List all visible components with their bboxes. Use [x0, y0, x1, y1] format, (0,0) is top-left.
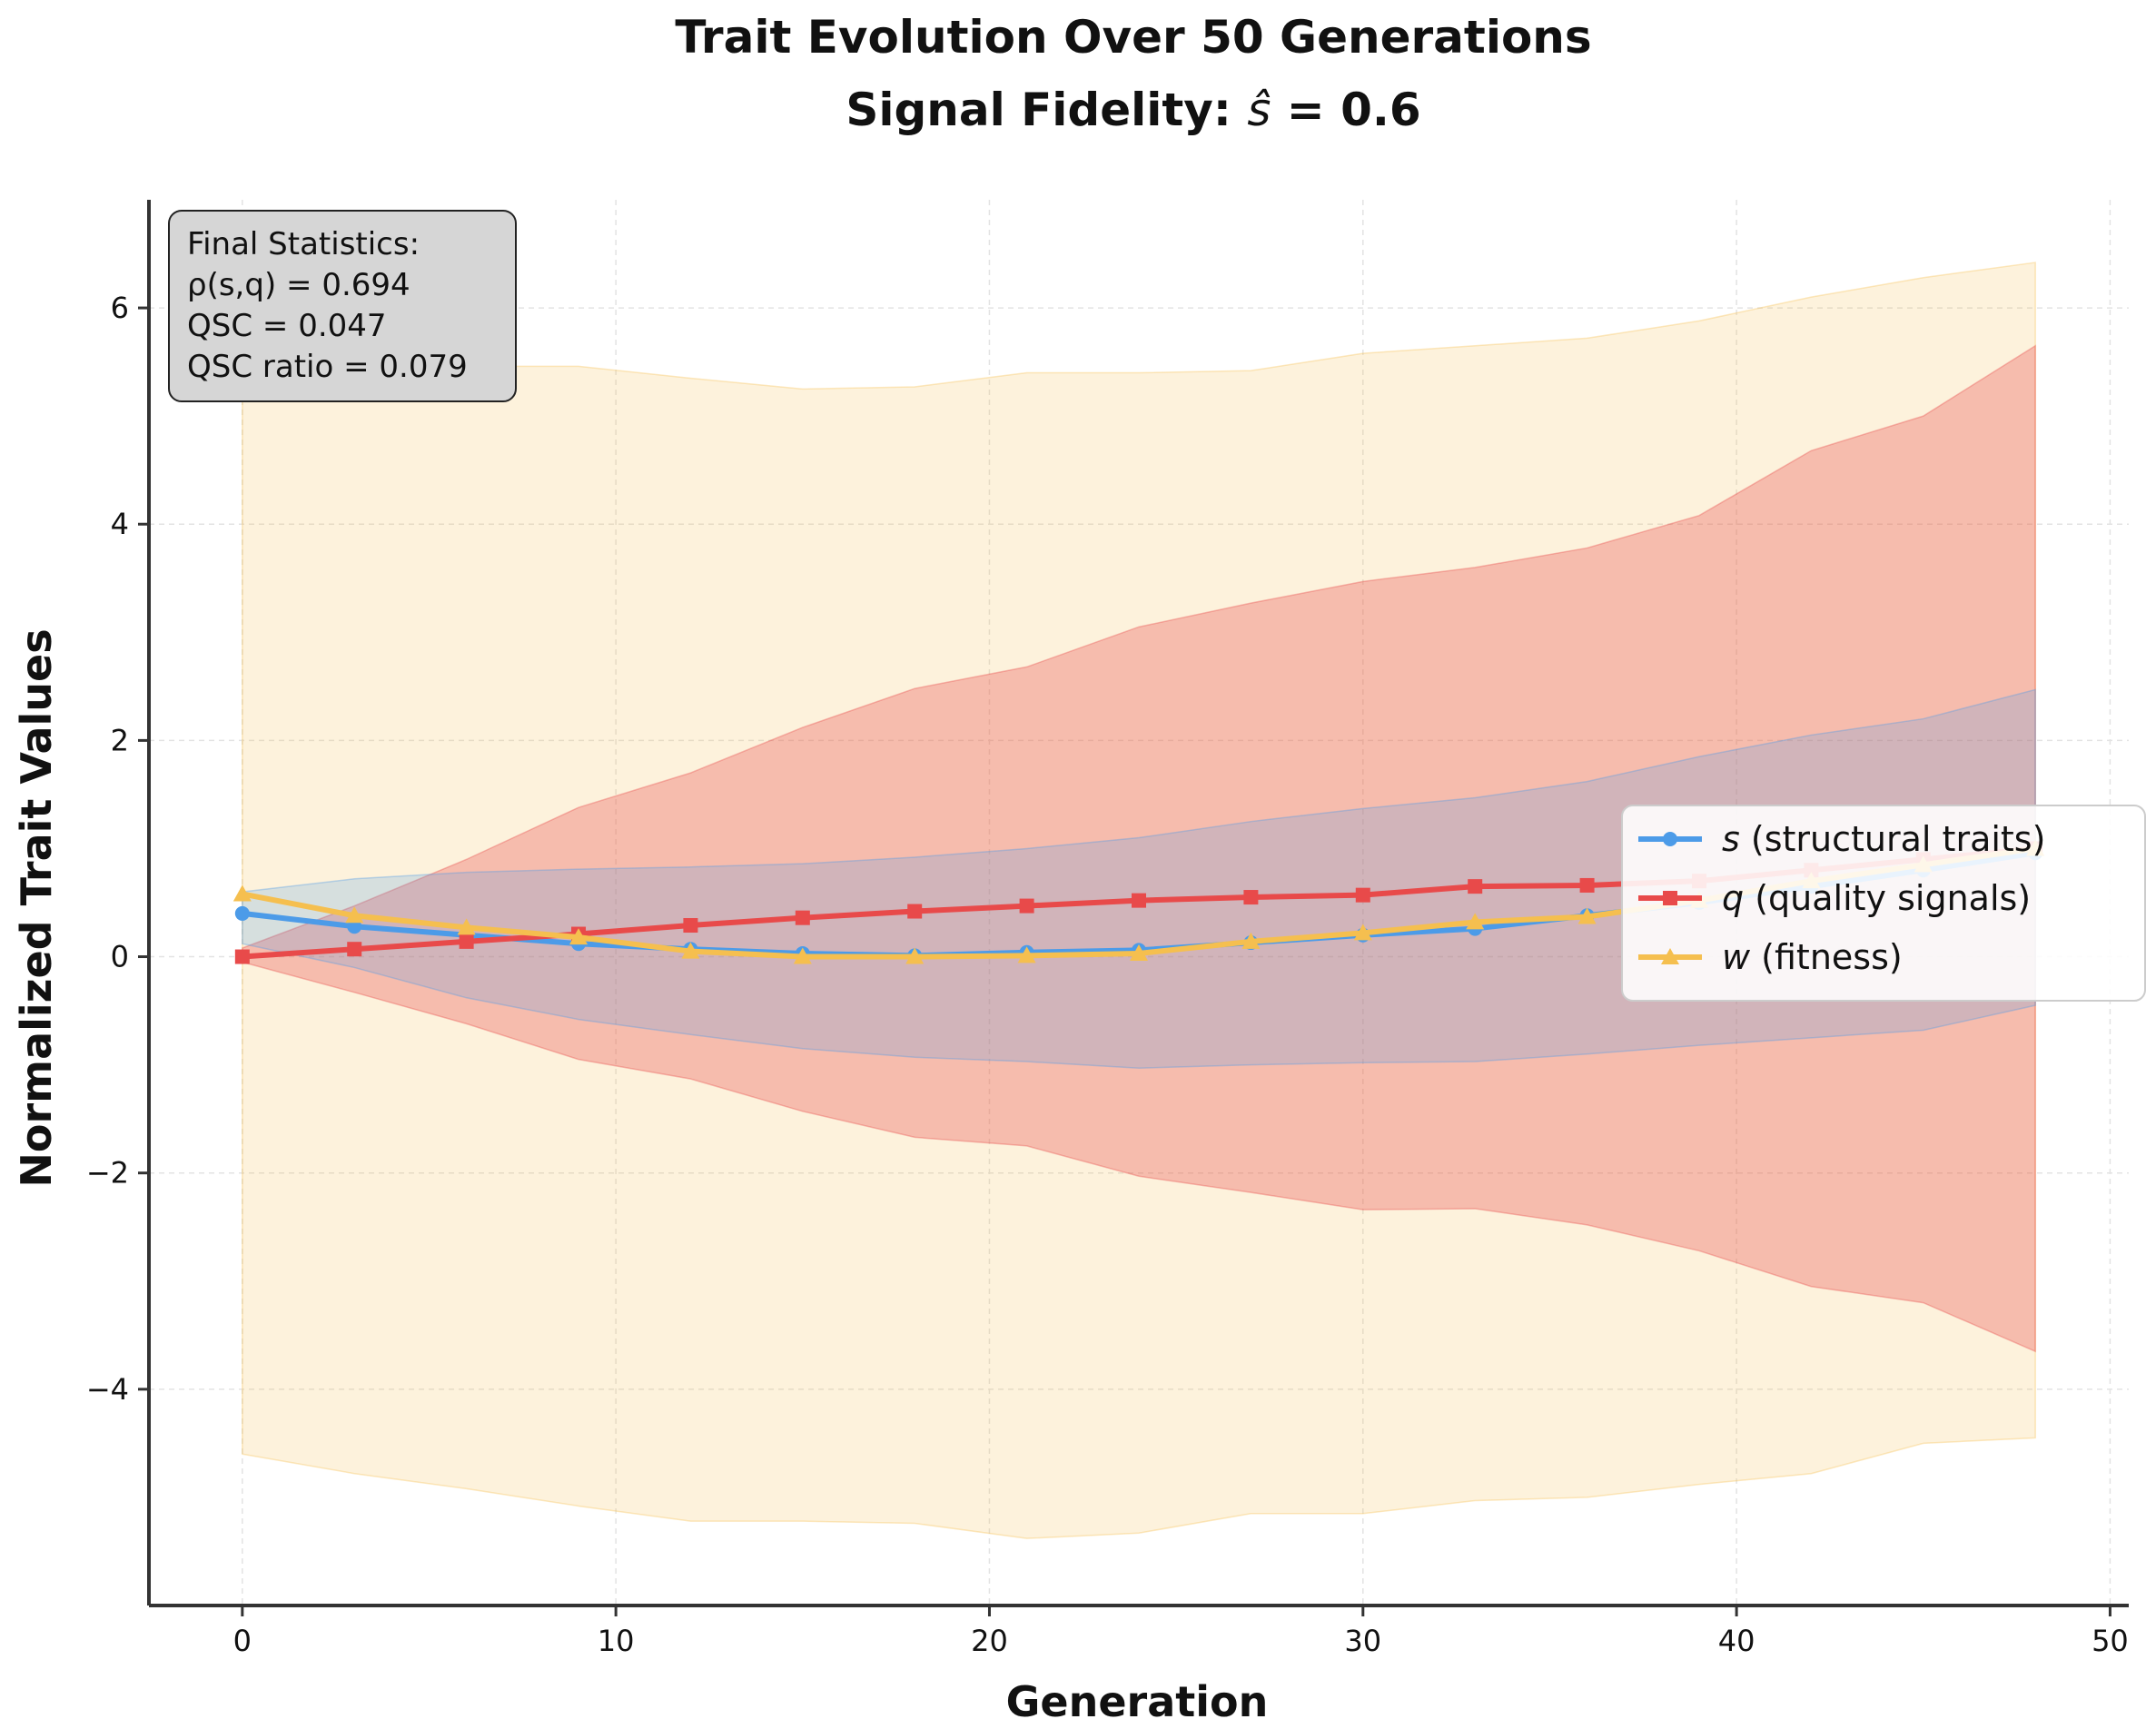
x-tick-label: 50: [2092, 1624, 2129, 1658]
data-point-w: [1017, 946, 1036, 963]
legend-name: (structural traits): [1740, 819, 2046, 859]
legend-background: [1621, 805, 2146, 1002]
title-suffix: = 0.6: [1271, 84, 1420, 136]
x-tick-label: 0: [233, 1624, 252, 1658]
band-s: [242, 688, 2036, 1069]
stats-line-3: QSC = 0.047: [187, 308, 387, 344]
data-point-q: [1132, 893, 1146, 908]
x-tick-label: 40: [1718, 1624, 1755, 1658]
legend-symbol: w: [1722, 937, 1751, 977]
legend-item-q: q (quality signals): [1638, 878, 2031, 918]
data-point-q: [1579, 877, 1595, 893]
x-tick-label: 30: [1344, 1624, 1381, 1658]
legend-label-s: s (structural traits): [1722, 819, 2045, 859]
legend: s (structural traits) q (quality signals)…: [1621, 805, 2146, 1002]
data-point-q: [347, 942, 362, 957]
legend-item-w: w (fitness): [1638, 937, 1903, 977]
data-point-q: [795, 910, 810, 925]
band-q: [242, 344, 2036, 1353]
data-point-w: [345, 906, 364, 924]
data-point-q: [907, 904, 923, 919]
x-tick-label: 10: [598, 1624, 635, 1658]
y-tick-label: 6: [111, 291, 129, 325]
legend-marker-s: [1663, 832, 1677, 846]
legend-marker-w: [1661, 948, 1679, 964]
data-point-w: [1241, 932, 1261, 949]
title-symbol: ŝ: [1247, 84, 1271, 136]
final-statistics-box: Final Statistics: ρ(s,q) = 0.694 QSC = 0…: [168, 210, 517, 402]
data-point-q: [683, 918, 698, 934]
data-point-q: [1243, 890, 1259, 905]
x-tick-label: 20: [971, 1624, 1008, 1658]
data-point-w: [232, 884, 252, 902]
data-point-s: [234, 905, 250, 921]
legend-item-s: s (structural traits): [1638, 819, 2045, 859]
legend-name: (quality signals): [1744, 878, 2031, 918]
x-axis-label: Generation: [1006, 1677, 1269, 1726]
stats-line-1: Final Statistics:: [187, 226, 420, 262]
y-tick-label: 2: [111, 723, 129, 757]
stats-box-background: [168, 210, 517, 402]
y-tick-label: −4: [86, 1372, 129, 1407]
data-point-w: [1466, 913, 1485, 930]
data-point-q: [1468, 879, 1483, 894]
data-point-w: [1577, 907, 1597, 924]
data-point-w: [569, 928, 588, 945]
chart-title-line2: Signal Fidelity: ŝ = 0.6: [846, 84, 1420, 136]
data-point-w: [681, 942, 700, 959]
data-point-w: [905, 947, 925, 964]
axes: 0 10 20 30 40 50 −4 −2 0 2 4 6: [86, 200, 2129, 1658]
stats-line-4: QSC ratio = 0.079: [187, 349, 468, 385]
legend-label-q: q (quality signals): [1722, 878, 2031, 918]
chart-title-line1: Trait Evolution Over 50 Generations: [675, 11, 1591, 64]
title-prefix: Signal Fidelity:: [846, 84, 1247, 136]
data-point-w: [1130, 944, 1148, 961]
legend-name: (fitness): [1750, 937, 1903, 977]
stats-line-2: ρ(s,q) = 0.694: [187, 267, 410, 303]
data-point-q: [459, 934, 474, 949]
y-tick-label: −2: [86, 1156, 129, 1191]
data-point-w: [1353, 924, 1372, 941]
data-point-q: [234, 949, 250, 964]
legend-symbol: s: [1722, 819, 1740, 859]
legend-symbol: q: [1722, 878, 1744, 918]
legend-label-w: w (fitness): [1722, 937, 1903, 977]
y-tick-label: 4: [111, 507, 129, 541]
y-tick-label: 0: [111, 940, 129, 974]
data-point-w: [457, 918, 476, 935]
data-point-q: [1019, 898, 1034, 914]
y-axis-label: Normalized Trait Values: [12, 628, 61, 1187]
legend-marker-q: [1663, 891, 1677, 905]
data-point-q: [1355, 887, 1370, 903]
data-point-w: [793, 947, 812, 964]
